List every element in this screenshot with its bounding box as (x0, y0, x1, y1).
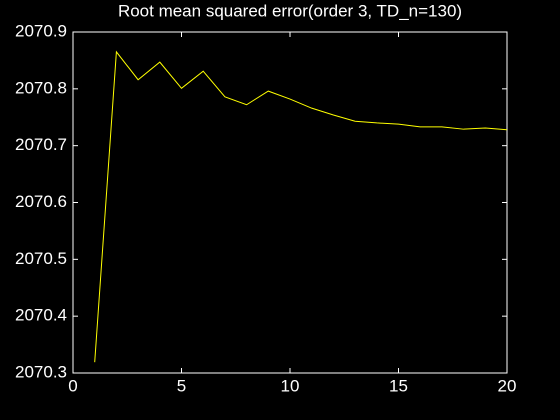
y-tick-label: 2070.5 (15, 249, 67, 268)
y-tick-label: 2070.6 (15, 192, 67, 211)
y-tick-label: 2070.7 (15, 135, 67, 154)
y-tick-label: 2070.3 (15, 362, 67, 381)
line (94, 50, 508, 363)
x-tick-label: 10 (281, 376, 300, 395)
x-tick-label: 5 (177, 376, 186, 395)
y-tick-label: 2070.9 (15, 21, 67, 40)
x-tick-label: 15 (389, 376, 408, 395)
x-tick-label: 0 (68, 376, 77, 395)
y-tick-label: 2070.4 (15, 306, 67, 325)
y-tick-label: 2070.8 (15, 78, 67, 97)
chart-title: Root mean squared error(order 3, TD_n=13… (118, 1, 462, 20)
x-tick-label: 20 (498, 376, 517, 395)
